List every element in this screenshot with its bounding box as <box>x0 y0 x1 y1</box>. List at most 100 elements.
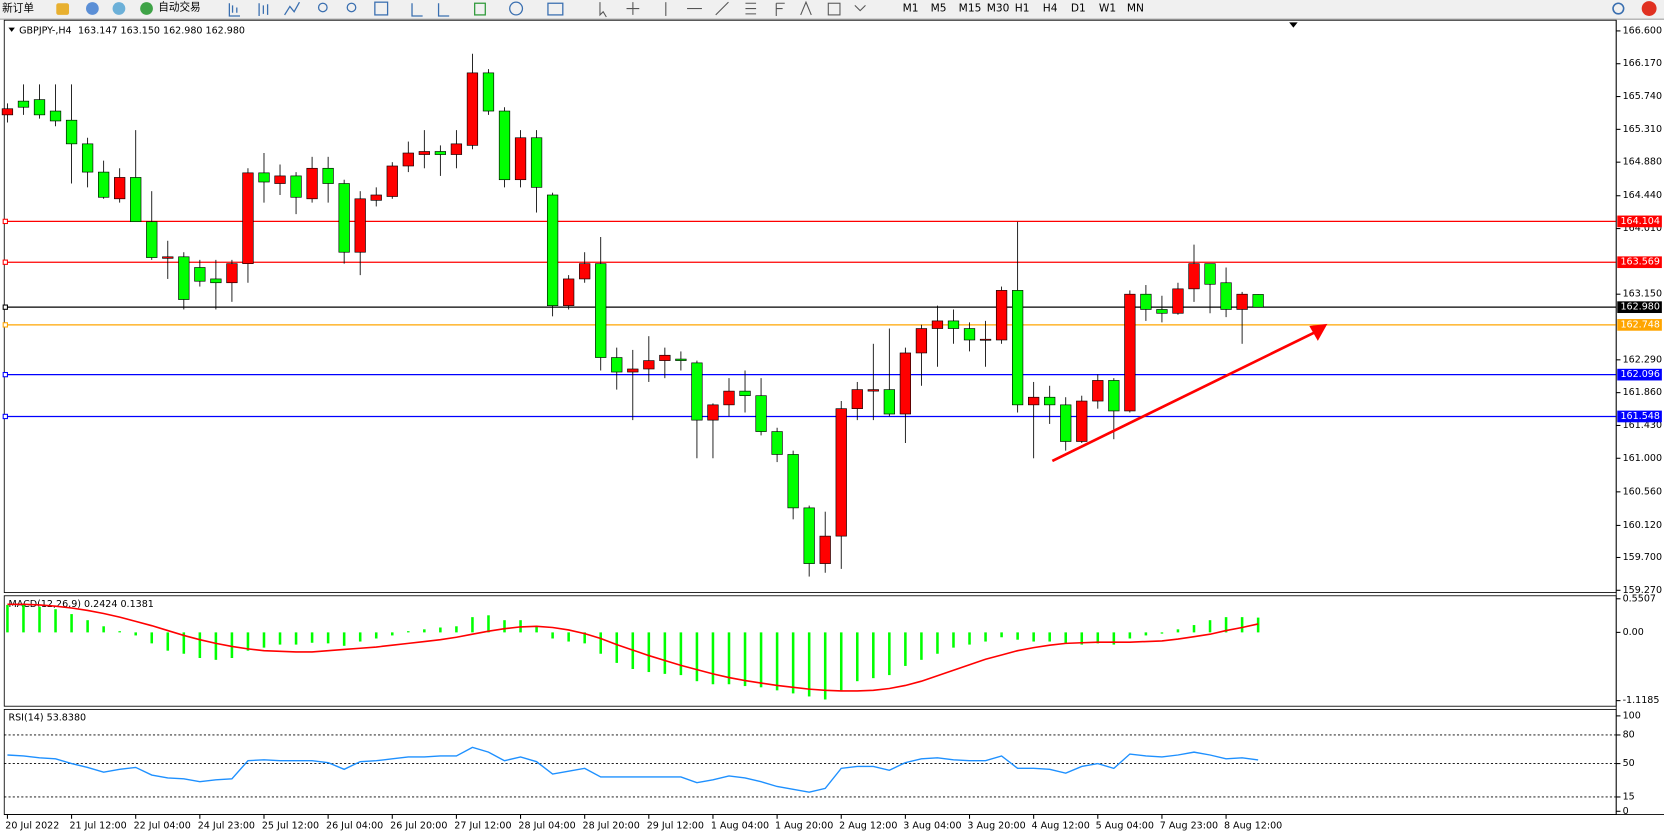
icon[interactable] <box>112 2 126 15</box>
candle-body <box>322 167 334 184</box>
level-anchor <box>2 413 8 420</box>
candle-body <box>931 320 944 329</box>
candle-body <box>979 338 992 341</box>
icon[interactable] <box>827 2 841 16</box>
icon[interactable] <box>411 3 423 17</box>
icon[interactable] <box>474 2 486 16</box>
chart-title: GBPJPY-,H4 <box>19 25 72 36</box>
candle-body <box>899 352 912 415</box>
macd-bar <box>952 632 955 648</box>
macd-bar <box>551 632 554 639</box>
arrow-head <box>1309 323 1328 341</box>
macd-bar <box>936 632 939 654</box>
icon[interactable] <box>775 2 785 16</box>
icon[interactable] <box>547 2 564 16</box>
macd-bar <box>775 632 779 691</box>
macd-bar <box>1128 632 1132 639</box>
macd-bar <box>1256 617 1260 633</box>
icon[interactable] <box>745 2 757 15</box>
x-tick-label: 28 Jul 20:00 <box>583 821 640 832</box>
macd-bar <box>904 632 907 666</box>
search-icon[interactable] <box>1612 2 1625 15</box>
icon[interactable] <box>509 1 524 16</box>
x-tick-label: 5 Aug 04:00 <box>1096 821 1154 832</box>
macd-bar <box>1032 632 1035 642</box>
candle-body <box>787 454 799 509</box>
timeframe-button[interactable]: MN <box>1127 2 1144 15</box>
level-label-bg <box>1617 215 1662 228</box>
candle-body <box>723 390 735 406</box>
macd-bar <box>6 604 9 633</box>
icon[interactable] <box>374 1 389 16</box>
timeframe-button[interactable]: M1 <box>903 2 919 15</box>
x-tick-label: 8 Aug 12:00 <box>1224 821 1282 832</box>
macd-bar <box>423 629 426 633</box>
timeframe-button[interactable]: M15 <box>959 2 982 15</box>
icon[interactable] <box>56 3 70 15</box>
y-tick-label: 0.5507 <box>1623 593 1656 604</box>
candle-body <box>995 290 1008 341</box>
candle-body <box>1044 396 1056 406</box>
candle-body <box>98 171 110 198</box>
icon[interactable] <box>86 2 99 15</box>
candle-body <box>739 390 751 397</box>
candle-body <box>1124 293 1136 412</box>
candle-body <box>1108 380 1120 412</box>
icon[interactable] <box>228 3 240 17</box>
macd-bar <box>342 632 346 646</box>
candle-body <box>434 151 446 155</box>
new-order-button[interactable]: 新订单 <box>2 2 34 15</box>
candle-body <box>595 263 607 358</box>
icon[interactable] <box>626 2 640 15</box>
macd-bar <box>150 632 154 644</box>
toolbar-bg <box>0 0 1664 20</box>
macd-bar <box>695 632 699 682</box>
macd-bar <box>214 632 218 660</box>
icon[interactable] <box>346 2 357 13</box>
macd-bar <box>1016 632 1019 640</box>
indicator-title: RSI(14) 53.8380 <box>8 712 86 723</box>
macd-bar <box>471 617 474 633</box>
macd-bar <box>1000 632 1003 638</box>
macd-bar <box>310 632 314 643</box>
timeframe-button[interactable]: H4 <box>1043 2 1058 15</box>
candle-body <box>290 175 302 198</box>
auto-trading-button[interactable]: 自动交易 <box>158 0 200 13</box>
icon[interactable] <box>284 1 301 16</box>
macd-bar <box>439 627 442 633</box>
icon[interactable] <box>800 0 812 16</box>
level-label: 162.980 <box>1620 302 1659 313</box>
level-label-bg <box>1617 410 1662 423</box>
macd-bar <box>1208 620 1212 633</box>
icon[interactable] <box>599 2 607 18</box>
timeframe-button[interactable]: D1 <box>1071 2 1086 15</box>
notification-icon[interactable] <box>1641 1 1657 16</box>
macd-bar <box>326 632 330 644</box>
macd-bar <box>839 632 843 691</box>
timeframe-button[interactable]: M5 <box>931 2 947 15</box>
macd-bar <box>407 631 410 633</box>
candle-body <box>354 198 366 253</box>
timeframe-button[interactable]: M30 <box>987 2 1010 15</box>
x-tick-label: 29 Jul 12:00 <box>647 821 704 832</box>
icon[interactable] <box>140 2 153 15</box>
timeframe-button[interactable]: H1 <box>1015 2 1030 15</box>
macd-bar <box>374 632 378 639</box>
candle-body <box>338 183 350 253</box>
candle-body <box>851 389 863 409</box>
x-tick-label: 4 Aug 12:00 <box>1032 821 1090 832</box>
y-tick-label: 100 <box>1623 710 1641 721</box>
macd-bar <box>22 604 25 633</box>
icon[interactable] <box>437 3 450 17</box>
timeframe-button[interactable]: W1 <box>1099 2 1116 15</box>
icon[interactable] <box>715 1 729 16</box>
macd-bar <box>984 632 987 642</box>
rsi-line <box>7 746 1259 793</box>
icon[interactable] <box>317 2 328 13</box>
macd-bar <box>791 632 795 694</box>
y-tick-label: 162.290 <box>1623 354 1662 365</box>
icon[interactable] <box>258 3 269 16</box>
icon[interactable] <box>854 4 866 12</box>
timeframe-bar: M1 M5 M15 M30 H1 H4 D1 W1 MN <box>903 2 1144 15</box>
y-tick-label: 0 <box>1623 806 1629 817</box>
